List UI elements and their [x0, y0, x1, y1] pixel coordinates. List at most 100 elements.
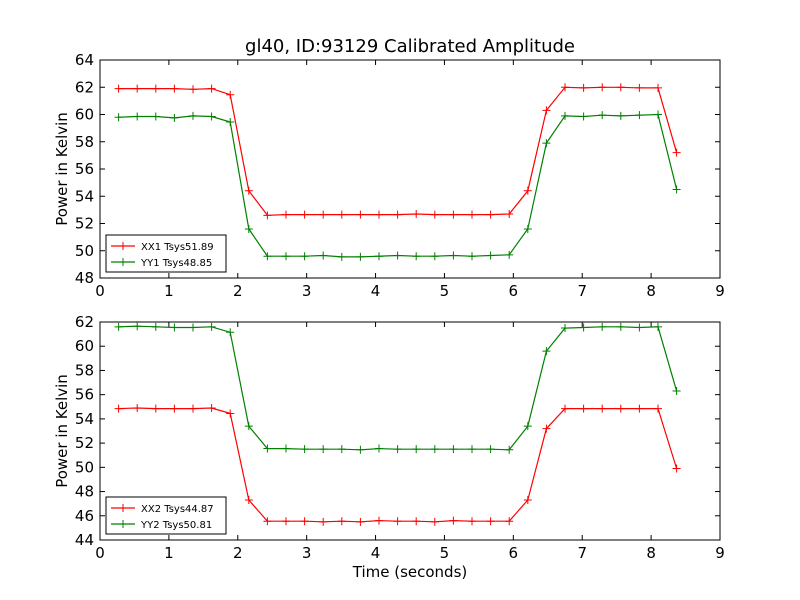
- data-point: [598, 111, 607, 120]
- x-tick-label: 4: [371, 544, 381, 562]
- data-point: [486, 517, 495, 526]
- legend-label: YY2 Tsys50.81: [140, 520, 212, 531]
- data-point: [244, 496, 253, 505]
- data-point: [635, 83, 644, 92]
- data-point: [319, 251, 328, 260]
- data-point: [449, 251, 458, 260]
- data-point: [523, 422, 532, 431]
- data-point: [356, 252, 365, 261]
- legend-item: XX1 Tsys51.89: [111, 242, 214, 253]
- data-point: [523, 496, 532, 505]
- data-point: [486, 251, 495, 260]
- x-tick-label: 4: [371, 282, 381, 300]
- data-point: [207, 84, 216, 93]
- data-point: [375, 444, 383, 453]
- data-point: [616, 83, 625, 92]
- x-tick-label: 6: [509, 544, 519, 562]
- data-point: [207, 322, 216, 331]
- y-tick-label: 58: [75, 361, 94, 379]
- data-point: [133, 403, 142, 412]
- data-point: [430, 252, 439, 261]
- data-point: [114, 84, 123, 93]
- data-point: [263, 444, 272, 453]
- x-tick-label: 8: [646, 544, 656, 562]
- series-xx1: [114, 83, 681, 220]
- data-point: [170, 323, 179, 332]
- data-point: [356, 517, 365, 526]
- data-point: [468, 210, 476, 219]
- data-point: [505, 250, 514, 259]
- data-point: [542, 106, 551, 115]
- data-point: [170, 84, 179, 93]
- data-point: [616, 322, 625, 331]
- x-tick-label: 7: [577, 544, 587, 562]
- data-point: [282, 210, 290, 219]
- data-point: [263, 211, 272, 220]
- data-point: [523, 224, 532, 233]
- x-tick-label: 2: [233, 544, 243, 562]
- data-point: [114, 322, 123, 331]
- data-point: [189, 404, 197, 413]
- data-point: [412, 445, 421, 454]
- data-point: [598, 322, 607, 331]
- x-tick-label: 0: [95, 544, 105, 562]
- y-tick-label: 54: [75, 410, 94, 428]
- data-point: [561, 111, 569, 120]
- data-point: [672, 464, 681, 473]
- y-tick-label: 64: [75, 51, 94, 69]
- data-point: [523, 186, 532, 195]
- series-yy2: [114, 322, 681, 454]
- data-point: [430, 210, 439, 219]
- data-point: [151, 322, 160, 331]
- x-tick-label: 0: [95, 282, 105, 300]
- y-tick-label: 60: [75, 337, 94, 355]
- data-point: [393, 210, 402, 219]
- y-tick-label: 60: [75, 106, 94, 124]
- data-point: [561, 83, 569, 92]
- data-point: [449, 210, 458, 219]
- data-point: [263, 517, 272, 526]
- data-point: [393, 517, 402, 526]
- y-tick-label: 46: [75, 507, 94, 525]
- legend-label: XX1 Tsys51.89: [141, 242, 214, 253]
- data-point: [542, 139, 551, 148]
- data-point: [244, 186, 253, 195]
- data-point: [430, 517, 439, 526]
- data-point: [598, 404, 607, 413]
- legend-marker: [119, 242, 127, 250]
- data-point: [375, 210, 383, 219]
- x-tick-label: 1: [164, 282, 174, 300]
- y-tick-label: 54: [75, 187, 94, 205]
- data-point: [449, 445, 458, 454]
- y-tick-label: 58: [75, 133, 94, 151]
- data-point: [337, 252, 346, 261]
- data-point: [133, 84, 142, 93]
- data-point: [449, 516, 458, 525]
- data-point: [337, 445, 346, 454]
- data-point: [244, 224, 253, 233]
- legend-label: XX2 Tsys44.87: [141, 504, 214, 515]
- data-point: [337, 517, 346, 526]
- x-tick-label: 3: [302, 544, 312, 562]
- data-point: [561, 404, 569, 413]
- data-point: [207, 112, 216, 121]
- data-point: [468, 252, 476, 261]
- data-point: [654, 83, 662, 92]
- data-point: [468, 445, 476, 454]
- data-point: [375, 516, 383, 525]
- legend-marker: [119, 504, 127, 512]
- x-tick-label: 6: [509, 282, 519, 300]
- data-point: [319, 210, 328, 219]
- data-point: [468, 517, 476, 526]
- y-tick-label: 48: [75, 269, 94, 287]
- y-tick-label: 48: [75, 483, 94, 501]
- data-point: [263, 252, 272, 261]
- legend-box: [105, 234, 227, 273]
- legend: XX1 Tsys51.89 YY1 Tsys48.85: [105, 234, 227, 273]
- y-tick-label: 44: [75, 531, 94, 549]
- data-point: [151, 404, 160, 413]
- data-point: [505, 517, 514, 526]
- data-point: [189, 85, 197, 94]
